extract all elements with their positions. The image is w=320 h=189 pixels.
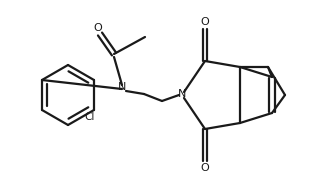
Text: O: O <box>201 163 209 173</box>
Text: O: O <box>94 23 102 33</box>
Text: Cl: Cl <box>85 112 95 122</box>
Text: O: O <box>201 17 209 27</box>
Text: N: N <box>118 83 127 92</box>
Text: N: N <box>178 89 187 99</box>
